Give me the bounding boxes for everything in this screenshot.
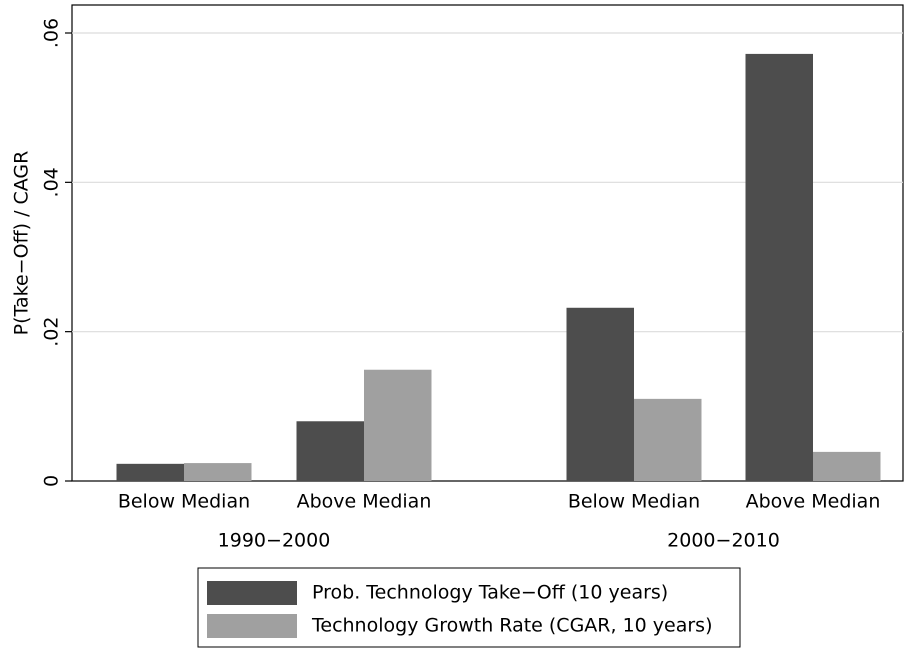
bar: [566, 307, 634, 481]
group-label: 2000−2010: [667, 530, 780, 552]
bar: [296, 421, 364, 481]
bar: [184, 463, 252, 481]
x-tick-label: Below Median: [568, 491, 700, 513]
legend-label: Prob. Technology Take−Off (10 years): [312, 582, 668, 604]
x-tick-label: Above Median: [746, 491, 881, 513]
legend-label: Technology Growth Rate (CGAR, 10 years): [311, 615, 712, 637]
y-tick-label: .06: [41, 18, 63, 48]
y-axis-label: P(Take−Off) / CAGR: [11, 151, 33, 336]
group-label: 1990−2000: [218, 530, 331, 552]
legend-swatch: [207, 614, 297, 638]
bar: [813, 451, 881, 481]
legend-swatch: [207, 581, 297, 605]
bar: [745, 53, 813, 481]
x-tick-label: Below Median: [118, 491, 250, 513]
y-tick-label: 0: [41, 475, 63, 487]
bar: [634, 398, 702, 481]
bar: [364, 369, 432, 481]
x-tick-label: Above Median: [297, 491, 432, 513]
y-tick-label: .04: [41, 167, 63, 197]
y-tick-label: .02: [41, 317, 63, 347]
bar: [116, 463, 184, 481]
